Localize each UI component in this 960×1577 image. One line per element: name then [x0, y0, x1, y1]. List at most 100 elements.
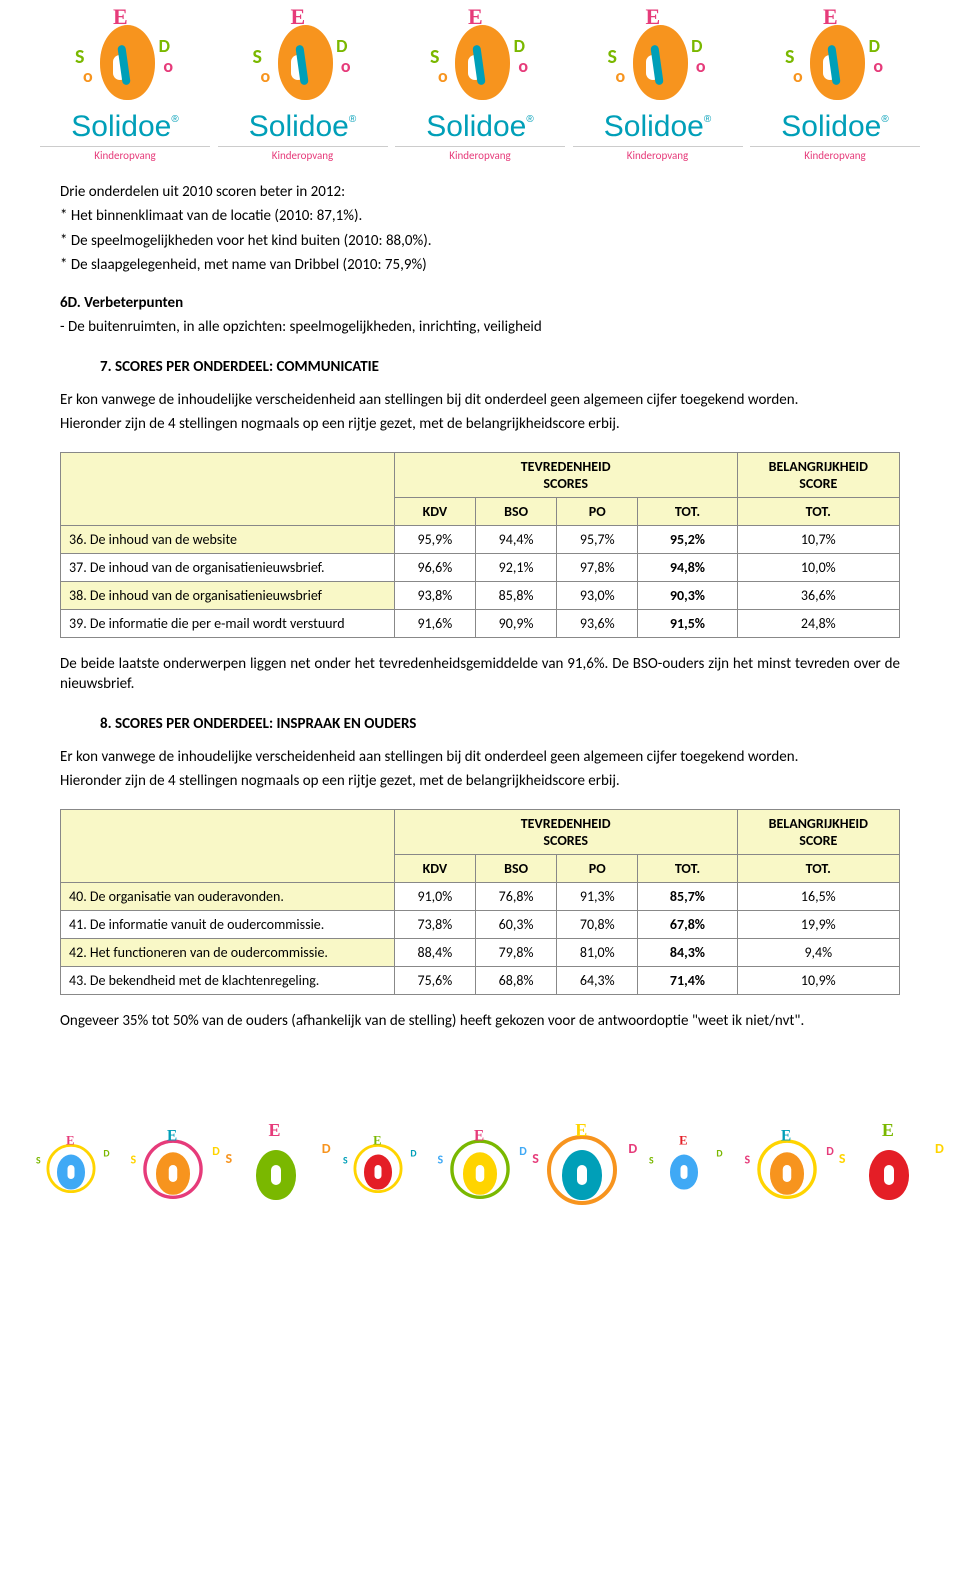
logo-icon: ESoDo [608, 10, 708, 110]
intro-b3: * De slaapgelegenheid, met name van Drib… [60, 255, 900, 275]
document-body: Drie onderdelen uit 2010 scoren beter in… [0, 182, 960, 1055]
logo-brand: Solidoe® [604, 110, 711, 144]
cell-importance: 24,8% [737, 610, 899, 638]
th-tot2: TOT. [737, 855, 899, 883]
cell-kdv: 93,8% [394, 582, 475, 610]
intro-b1: * Het binnenklimaat van de locatie (2010… [60, 206, 900, 226]
row-label: 36. De inhoud van de website [61, 526, 395, 554]
cell-po: 70,8% [557, 911, 638, 939]
footer-logo-icon: EDS [231, 1115, 321, 1215]
solidoe-logo: ESoDoSolidoe® Kinderopvang [218, 10, 388, 162]
cell-importance: 16,5% [737, 883, 899, 911]
th-po: PO [557, 855, 638, 883]
logo-brand: Solidoe® [249, 110, 356, 144]
th-po: PO [557, 498, 638, 526]
intro-b2: * De speelmogelijkheden voor het kind bu… [60, 231, 900, 251]
logo-icon: ESoDo [75, 10, 175, 110]
logo-sub: Kinderopvang [40, 146, 210, 162]
th-belangrijkheid: BELANGRIJKHEIDSCORE [737, 453, 899, 498]
cell-kdv: 95,9% [394, 526, 475, 554]
cell-tot: 85,7% [638, 883, 737, 911]
th-kdv: KDV [394, 855, 475, 883]
logo-brand: Solidoe® [781, 110, 888, 144]
header-logos: ESoDoSolidoe®KinderopvangESoDoSolidoe®Ki… [0, 0, 960, 182]
cell-po: 64,3% [557, 967, 638, 995]
logo-icon: ESoDo [785, 10, 885, 110]
section7-p1: Er kon vanwege de inhoudelijke verscheid… [60, 390, 900, 410]
cell-importance: 10,9% [737, 967, 899, 995]
cell-kdv: 73,8% [394, 911, 475, 939]
table-corner [61, 453, 395, 526]
solidoe-logo: ESoDoSolidoe® Kinderopvang [40, 10, 210, 162]
solidoe-logo: ESoDoSolidoe® Kinderopvang [750, 10, 920, 162]
row-label: 42. Het functioneren van de oudercommiss… [61, 939, 395, 967]
cell-importance: 19,9% [737, 911, 899, 939]
row-label: 40. De organisatie van ouderavonden. [61, 883, 395, 911]
th-tot2: TOT. [737, 498, 899, 526]
th-bso: BSO [475, 498, 556, 526]
cell-tot: 67,8% [638, 911, 737, 939]
th-kdv: KDV [394, 498, 475, 526]
th-tot: TOT. [638, 498, 737, 526]
logo-brand: Solidoe® [71, 110, 178, 144]
footer-logo-icon: EDS [748, 1123, 825, 1208]
cell-importance: 10,7% [737, 526, 899, 554]
cell-po: 93,0% [557, 582, 638, 610]
cell-tot: 84,3% [638, 939, 737, 967]
table-row: 37. De inhoud van de organisatienieuwsbr… [61, 554, 900, 582]
cell-kdv: 88,4% [394, 939, 475, 967]
logo-sub: Kinderopvang [573, 146, 743, 162]
footer-logo-icon: EDS [442, 1123, 519, 1208]
cell-bso: 76,8% [475, 883, 556, 911]
footer-logo-icon: EDS [844, 1115, 934, 1215]
logo-sub: Kinderopvang [218, 146, 388, 162]
logo-brand: Solidoe® [426, 110, 533, 144]
cell-bso: 90,9% [475, 610, 556, 638]
cell-tot: 94,8% [638, 554, 737, 582]
logo-sub: Kinderopvang [750, 146, 920, 162]
intro-p1: Drie onderdelen uit 2010 scoren beter in… [60, 182, 900, 202]
table-row: 36. De inhoud van de website95,9%94,4% 95… [61, 526, 900, 554]
table-corner [61, 810, 395, 883]
footer-logo-icon: EDS [653, 1130, 716, 1200]
th-belangrijkheid: BELANGRIJKHEIDSCORE [737, 810, 899, 855]
solidoe-logo: ESoDoSolidoe® Kinderopvang [573, 10, 743, 162]
cell-bso: 60,3% [475, 911, 556, 939]
solidoe-logo: ESoDoSolidoe®Kinderopvang [395, 10, 565, 162]
th-tevredenheid: TEVREDENHEIDSCORES [394, 453, 737, 498]
cell-po: 97,8% [557, 554, 638, 582]
cell-kdv: 75,6% [394, 967, 475, 995]
row-label: 39. De informatie die per e-mail wordt v… [61, 610, 395, 638]
table-communicatie: TEVREDENHEIDSCORESBELANGRIJKHEIDSCORE KDV… [60, 452, 900, 638]
cell-bso: 68,8% [475, 967, 556, 995]
cell-tot: 95,2% [638, 526, 737, 554]
cell-tot: 71,4% [638, 967, 737, 995]
cell-po: 93,6% [557, 610, 638, 638]
table-row: 39. De informatie die per e-mail wordt v… [61, 610, 900, 638]
row-label: 43. De bekendheid met de klachtenregelin… [61, 967, 395, 995]
heading-7: 7. SCORES PER ONDERDEEL: COMMUNICATIE [100, 358, 900, 376]
footer-logo-icon: EDS [135, 1123, 212, 1208]
cell-importance: 36,6% [737, 582, 899, 610]
section8-after: Ongeveer 35% tot 50% van de ouders (afha… [60, 1011, 900, 1031]
table-row: 42. Het functioneren van de oudercommiss… [61, 939, 900, 967]
section8-p1: Er kon vanwege de inhoudelijke verscheid… [60, 747, 900, 767]
th-tot: TOT. [638, 855, 737, 883]
heading-8: 8. SCORES PER ONDERDEEL: INSPRAAK EN OUD… [100, 715, 900, 733]
row-label: 41. De informatie vanuit de oudercommiss… [61, 911, 395, 939]
cell-bso: 94,4% [475, 526, 556, 554]
cell-bso: 85,8% [475, 582, 556, 610]
section8-p2: Hieronder zijn de 4 stellingen nogmaals … [60, 771, 900, 791]
footer-logos: EDSEDSEDSEDSEDSEDSEDSEDSEDS [0, 1055, 960, 1225]
cell-po: 91,3% [557, 883, 638, 911]
logo-icon: ESoDo [253, 10, 353, 110]
cell-bso: 79,8% [475, 939, 556, 967]
section7-after: De beide laatste onderwerpen liggen net … [60, 654, 900, 695]
logo-icon: ESoDo [430, 10, 530, 110]
cell-importance: 9,4% [737, 939, 899, 967]
table-row: 38. De inhoud van de organisatienieuwsbr… [61, 582, 900, 610]
cell-kdv: 96,6% [394, 554, 475, 582]
table-row: 41. De informatie vanuit de oudercommiss… [61, 911, 900, 939]
th-tevredenheid: TEVREDENHEIDSCORES [394, 810, 737, 855]
cell-kdv: 91,6% [394, 610, 475, 638]
